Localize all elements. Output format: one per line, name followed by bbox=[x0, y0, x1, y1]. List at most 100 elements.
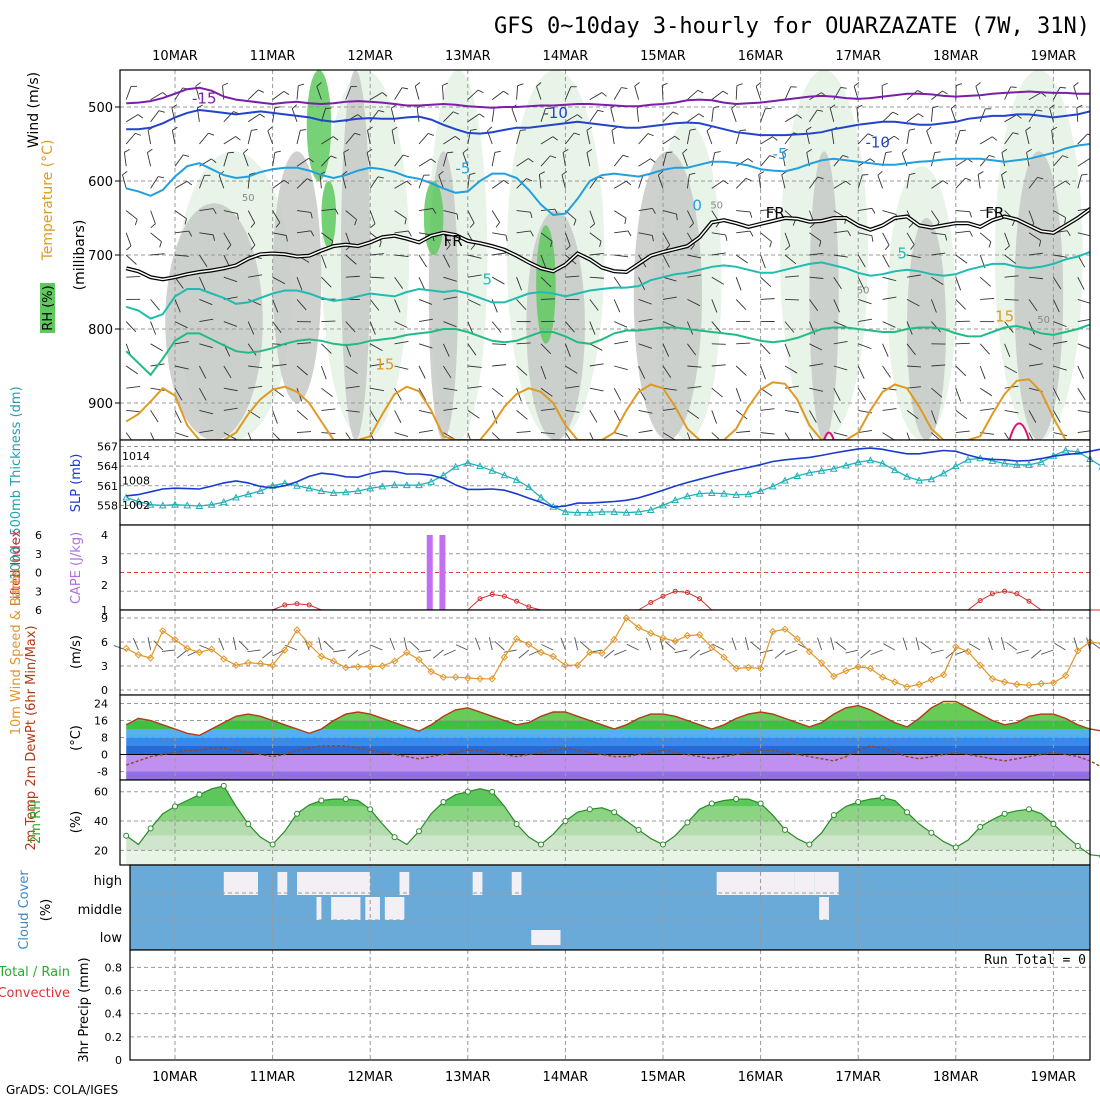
wind-barb bbox=[199, 409, 214, 415]
wind-barb bbox=[565, 114, 583, 123]
wind-barb-staff bbox=[882, 296, 897, 300]
wind-barb-staff bbox=[366, 152, 371, 167]
contour-label: 50 bbox=[857, 285, 870, 296]
wind-barb bbox=[1077, 173, 1088, 189]
wind-barb-staff bbox=[467, 343, 477, 356]
wind-barb-staff bbox=[833, 340, 848, 345]
wind-barb-staff bbox=[511, 108, 518, 122]
wind-barb bbox=[1053, 321, 1067, 328]
wind-barb bbox=[150, 210, 156, 229]
wind-barb-staff bbox=[809, 276, 824, 279]
wind-barb bbox=[418, 365, 426, 379]
wind-barb-staff bbox=[296, 158, 309, 167]
wind-barb-staff bbox=[442, 152, 448, 167]
wind-barb-staff bbox=[321, 343, 332, 354]
wind-barb-staff bbox=[418, 158, 432, 167]
wind-barb-staff bbox=[1028, 321, 1035, 335]
wind-barb bbox=[296, 365, 308, 376]
wind-barb-staff bbox=[857, 254, 866, 268]
wind-barb-staff bbox=[662, 365, 672, 378]
wind-barb-staff bbox=[540, 343, 552, 355]
wind-barb-staff bbox=[638, 158, 651, 167]
wind-barb-staff bbox=[614, 365, 628, 371]
wind-barb bbox=[817, 637, 823, 651]
wind-barb-flag bbox=[381, 92, 388, 97]
wind-barb bbox=[687, 298, 701, 307]
wind-barb-staff bbox=[443, 365, 452, 379]
wind-barb bbox=[931, 364, 946, 367]
wind-speed-marker bbox=[830, 672, 838, 681]
wind-barb bbox=[1052, 387, 1061, 401]
wind-barb bbox=[979, 365, 986, 380]
wind-barb-staff bbox=[394, 180, 407, 189]
wind-barb-flag bbox=[647, 133, 654, 137]
rh-marker bbox=[928, 829, 935, 836]
wind-barb-flag bbox=[452, 111, 459, 115]
wind-barb-staff bbox=[1028, 177, 1038, 189]
wind-barb-staff bbox=[321, 276, 332, 288]
wind-barb bbox=[1004, 432, 1010, 440]
wind-barb-staff bbox=[343, 152, 347, 167]
wind-barb-staff bbox=[735, 178, 747, 189]
bottom-date-label: 16MAR bbox=[738, 1070, 784, 1085]
wind-barb-flag bbox=[932, 105, 939, 109]
wind-barb-flag bbox=[1064, 217, 1067, 224]
wind-speed-marker bbox=[952, 643, 960, 651]
wind-barb-flag bbox=[624, 217, 627, 225]
wind-barb-staff bbox=[882, 111, 894, 123]
wind-barb-staff bbox=[979, 365, 986, 380]
temperature-contour--5 bbox=[125, 142, 1090, 217]
wind-speed-marker bbox=[451, 673, 460, 681]
wind-barb-flag bbox=[806, 148, 813, 153]
wind-barb-staff bbox=[1077, 430, 1090, 434]
wind-barb-staff bbox=[491, 107, 495, 122]
wind-barb bbox=[882, 432, 895, 440]
wind-barb bbox=[930, 151, 941, 167]
wind-barb bbox=[711, 180, 729, 189]
wind-barb-staff bbox=[492, 232, 507, 236]
wind-barb-staff bbox=[613, 387, 622, 401]
top-date-label: 10MAR bbox=[152, 49, 198, 64]
wind-barb-staff bbox=[223, 365, 232, 379]
wind-barb-staff bbox=[418, 409, 433, 414]
wind-barb bbox=[735, 83, 743, 100]
wind-barb-flag bbox=[310, 212, 313, 219]
lifted-index-marker bbox=[977, 598, 983, 604]
wind-barb-flag bbox=[657, 170, 664, 176]
wind-speed-marker bbox=[671, 637, 679, 645]
wind-barb-flag bbox=[689, 172, 696, 175]
wind-speed-marker bbox=[561, 661, 570, 669]
wind-barb-staff bbox=[370, 387, 385, 392]
wind-barb bbox=[150, 176, 165, 189]
wind-barb bbox=[808, 432, 814, 440]
temp-band bbox=[126, 737, 1090, 746]
wind-barb bbox=[664, 641, 676, 651]
wind-barb-staff bbox=[833, 254, 848, 258]
wind-speed-marker bbox=[159, 627, 167, 635]
wind-barb-flag bbox=[298, 83, 305, 87]
lifted-index-marker bbox=[294, 601, 300, 607]
y-tick-label: 0.2 bbox=[105, 1031, 123, 1044]
thickness-marker bbox=[512, 475, 521, 483]
y-tick-label: 500 bbox=[88, 101, 113, 116]
wind-barb bbox=[442, 254, 451, 268]
rh-shade bbox=[340, 70, 371, 440]
wind-barb bbox=[589, 232, 602, 247]
wind-barb-flag bbox=[796, 114, 803, 119]
wind-barb-staff bbox=[589, 232, 602, 242]
wind-barb-flag bbox=[867, 133, 874, 137]
wind-barb bbox=[443, 407, 458, 411]
wind-barb bbox=[174, 432, 189, 438]
wind-barb bbox=[1054, 642, 1066, 651]
bottom-date-label: 19MAR bbox=[1031, 1070, 1077, 1085]
wind-barb bbox=[809, 363, 824, 367]
wind-barb-staff bbox=[857, 133, 869, 145]
wind-speed-marker bbox=[891, 678, 899, 686]
wind-barb-staff bbox=[930, 152, 936, 167]
wind-barb-flag bbox=[722, 90, 729, 95]
wind-barb bbox=[443, 276, 457, 282]
wind-barb bbox=[931, 252, 946, 256]
wind-barb-flag bbox=[283, 91, 290, 96]
wind-barb-staff bbox=[296, 130, 301, 145]
